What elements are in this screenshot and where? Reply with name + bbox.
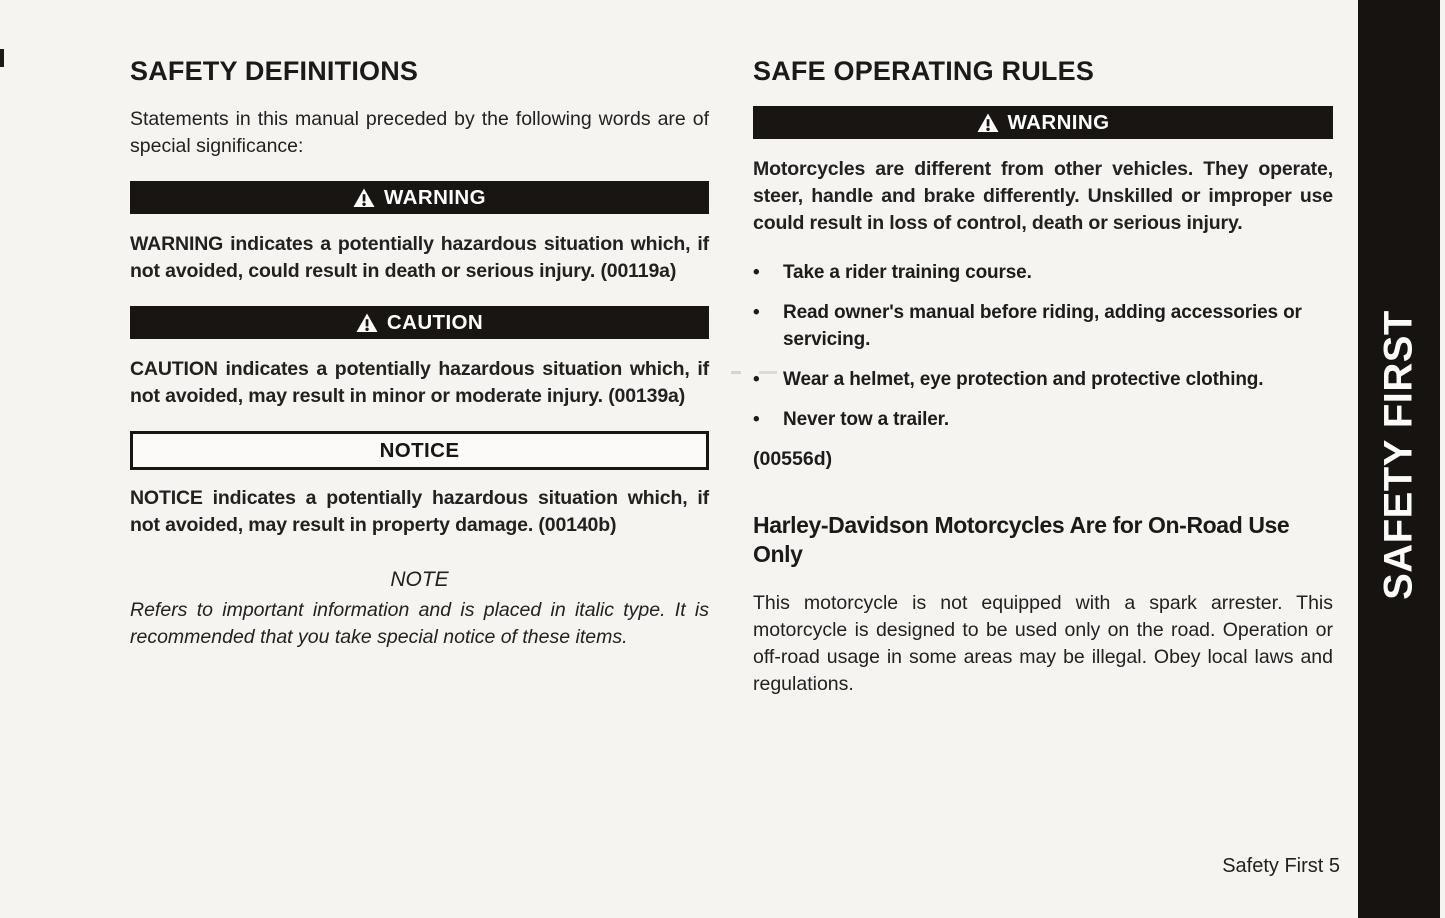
on-road-paragraph: This motorcycle is not equipped with a s… [753, 592, 1333, 695]
warning-banner: WARNING [753, 106, 1333, 139]
caution-banner-label: CAUTION [386, 310, 484, 334]
page-title-left: SAFETY DEFINITIONS [130, 56, 419, 86]
scan-artifact [0, 49, 4, 67]
bullet-text: Take a rider training course. [783, 262, 1032, 283]
notice-banner: NOTICE [130, 431, 709, 470]
caution-definition: CAUTION indicates a potentially hazardou… [130, 358, 709, 407]
chapter-edge-tab: SAFETY FIRST [1358, 0, 1440, 918]
warning-triangle-icon [356, 313, 378, 333]
note-paragraph: Refers to important information and is p… [130, 599, 709, 648]
bullet-text: Read owner's manual before riding, addin… [783, 302, 1302, 350]
note-heading: NOTE [390, 568, 449, 591]
notice-definition: NOTICE indicates a potentially hazardous… [130, 487, 709, 536]
safety-definitions-column: SAFETY DEFINITIONS Statements in this ma… [130, 56, 709, 651]
warning-paragraph: Motorcycles are different from other veh… [753, 158, 1333, 234]
caution-banner: CAUTION [130, 306, 709, 339]
warning-banner-label: WARNING [384, 185, 486, 209]
bullet-marker: • [753, 262, 760, 283]
bullet-marker: • [753, 302, 760, 323]
on-road-heading: Harley-Davidson Motorcycles Are for On-R… [753, 512, 1290, 567]
list-item: • Wear a helmet, eye protection and prot… [753, 366, 1333, 393]
warning-triangle-icon [977, 113, 999, 133]
warning-definition: WARNING indicates a potentially hazardou… [130, 233, 709, 282]
reference-code: (00556d) [753, 448, 833, 470]
bullet-text: Never tow a trailer. [783, 409, 949, 430]
list-item: • Never tow a trailer. [753, 406, 1333, 433]
bullet-marker: • [753, 369, 760, 390]
page-number-footer: Safety First 5 [1222, 855, 1340, 877]
intro-paragraph: Statements in this manual preceded by th… [130, 108, 709, 157]
list-item: • Take a rider training course. [753, 259, 1333, 286]
bullet-text: Wear a helmet, eye protection and protec… [783, 369, 1264, 390]
chapter-tab-label: SAFETY FIRST [1376, 310, 1421, 600]
notice-banner-label: NOTICE [379, 438, 460, 462]
safe-operating-rules-column: SAFE OPERATING RULES WARNING Motorcycles… [753, 56, 1333, 698]
scan-artifact [731, 371, 777, 374]
warning-banner-label: WARNING [1007, 110, 1110, 134]
list-item: • Read owner's manual before riding, add… [753, 299, 1333, 353]
bullet-marker: • [753, 409, 760, 430]
page-title-right: SAFE OPERATING RULES [753, 56, 1095, 86]
warning-banner: WARNING [130, 181, 709, 214]
safety-bullet-list: • Take a rider training course. • Read o… [753, 259, 1333, 433]
warning-triangle-icon [353, 188, 375, 208]
